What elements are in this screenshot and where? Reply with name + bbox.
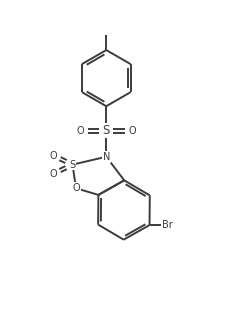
Text: S: S bbox=[69, 160, 75, 170]
Text: S: S bbox=[102, 125, 110, 138]
Text: O: O bbox=[76, 126, 84, 136]
Text: O: O bbox=[72, 183, 79, 193]
Text: Br: Br bbox=[161, 220, 172, 230]
Text: N: N bbox=[102, 152, 110, 162]
Text: O: O bbox=[50, 169, 57, 179]
Text: O: O bbox=[50, 150, 57, 161]
Text: O: O bbox=[128, 126, 135, 136]
